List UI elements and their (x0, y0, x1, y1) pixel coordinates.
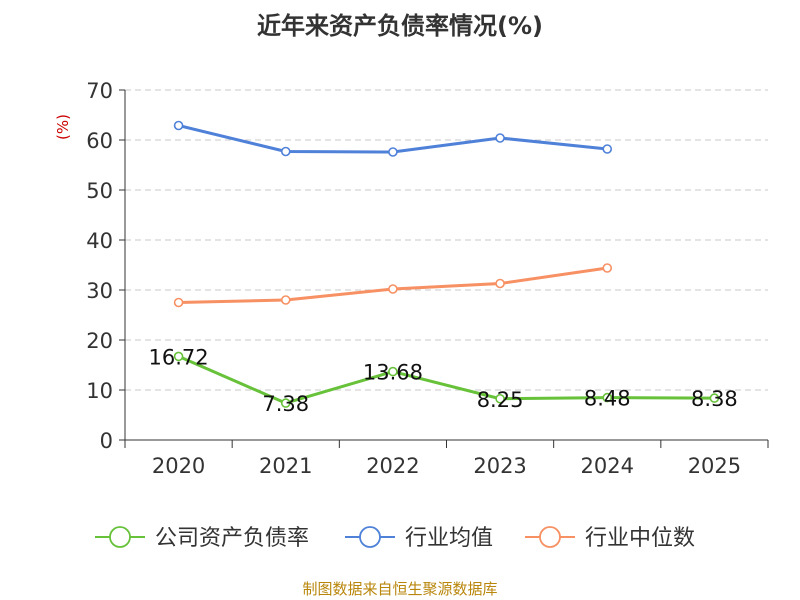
data-point (280, 146, 291, 157)
y-tick-label: 30 (86, 279, 113, 303)
data-point (173, 120, 184, 131)
data-label: 8.25 (477, 388, 524, 412)
x-tick-label: 2020 (152, 454, 205, 478)
data-point (388, 366, 398, 377)
data-label: 7.38 (262, 392, 309, 416)
data-point (495, 133, 505, 143)
chart-title: 近年来资产负债率情况(%) (257, 12, 543, 40)
y-tick-label: 70 (86, 79, 113, 103)
data-point (280, 398, 291, 408)
data-point (709, 393, 720, 403)
x-tick-label: 2022 (366, 454, 419, 478)
legend-marker (109, 526, 131, 548)
y-axis-label: (%) (54, 114, 72, 140)
data-point (495, 393, 505, 404)
legend-label: 公司资产负债率 (155, 526, 309, 551)
source-note: 制图数据来自恒生聚源数据库 (302, 580, 498, 598)
y-tick-label: 10 (86, 379, 113, 403)
data-point (602, 144, 613, 154)
legend-label: 行业中位数 (585, 526, 695, 551)
series-line-0 (177, 355, 715, 405)
data-point (173, 297, 184, 308)
y-tick-label: 40 (86, 229, 113, 253)
x-tick-label: 2023 (473, 454, 526, 478)
data-point (602, 392, 613, 403)
data-point (495, 278, 505, 289)
y-tick-label: 0 (100, 429, 113, 453)
y-tick-label: 20 (86, 329, 113, 353)
y-tick-label: 60 (86, 129, 113, 153)
data-label: 8.48 (584, 387, 631, 411)
data-label: 16.72 (149, 345, 209, 369)
legend-label: 行业均值 (405, 526, 493, 551)
x-tick-label: 2024 (581, 454, 634, 478)
data-point (602, 263, 613, 273)
data-point (388, 284, 398, 294)
data-point (280, 295, 291, 305)
data-point (388, 147, 398, 157)
x-tick-label: 2025 (688, 454, 741, 478)
legend-marker (359, 526, 381, 548)
data-point (173, 351, 184, 362)
legend-marker (539, 526, 561, 548)
y-tick-label: 50 (86, 179, 113, 203)
data-label: 8.38 (691, 387, 738, 411)
data-label: 13.68 (363, 361, 423, 385)
x-tick-label: 2021 (259, 454, 312, 478)
